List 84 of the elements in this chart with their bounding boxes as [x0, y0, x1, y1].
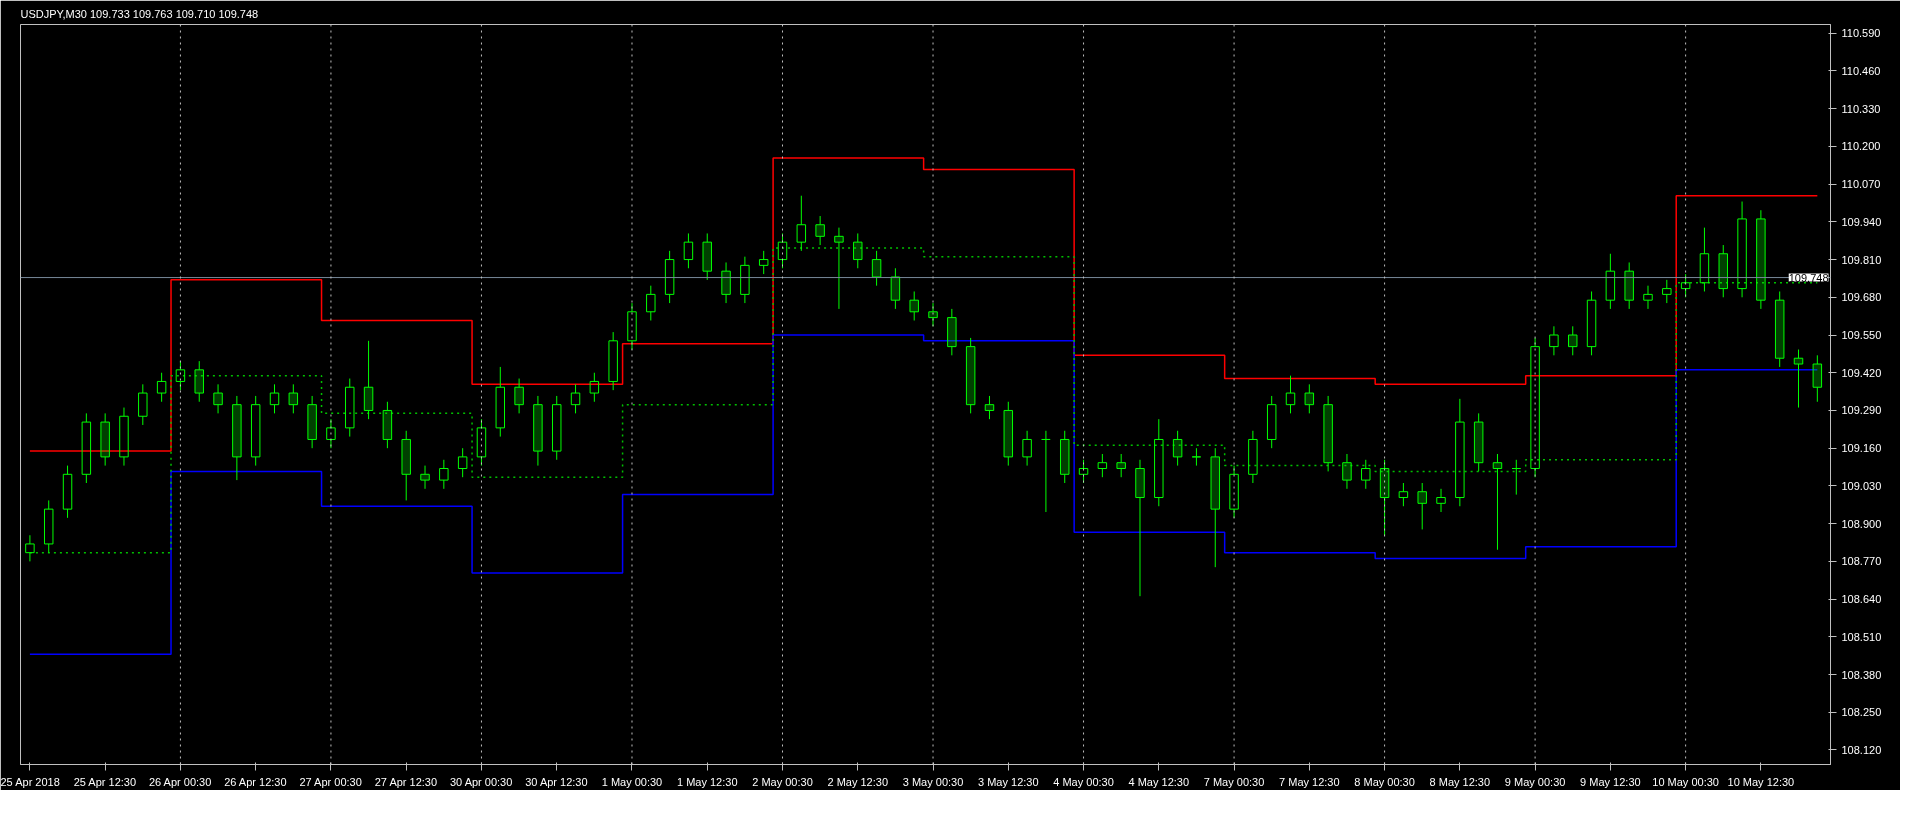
y-tick-label: 109.550	[1841, 329, 1882, 342]
y-tick-label: 108.250	[1841, 706, 1882, 719]
y-tick-label: 110.070	[1841, 178, 1881, 191]
candlestick	[1229, 465, 1239, 519]
candlestick	[984, 395, 995, 420]
candlestick	[928, 302, 938, 327]
y-tick-label: 109.030	[1841, 479, 1882, 492]
x-tick-label: 25 Apr 12:30	[73, 775, 137, 788]
x-tick-label: 30 Apr 00:30	[449, 775, 513, 788]
candlestick	[1436, 488, 1446, 513]
candlestick	[1210, 447, 1220, 568]
chart-title: USDJPY,M30 109.733 109.763 109.710 109.748	[20, 7, 259, 20]
x-tick-label: 27 Apr 12:30	[374, 775, 438, 788]
candlestick	[232, 395, 242, 481]
candlestick	[890, 267, 901, 310]
x-tick-label: 10 May 12:30	[1727, 775, 1795, 788]
candlestick	[194, 360, 204, 403]
y-tick-label: 110.590	[1841, 27, 1881, 40]
candlestick	[1248, 430, 1258, 484]
candlestick	[1417, 482, 1427, 530]
x-tick-label: 1 May 00:30	[601, 775, 663, 788]
x-tick-label: 2 May 00:30	[752, 775, 813, 788]
candlestick	[721, 261, 731, 304]
y-tick-label: 108.380	[1841, 668, 1882, 681]
candlestick	[213, 383, 223, 414]
ref-line-label: 109.748	[1788, 271, 1829, 284]
x-tick-label: 26 Apr 12:30	[224, 775, 287, 788]
x-tick-label: 10 May 00:30	[1652, 775, 1719, 788]
candlestick	[307, 395, 317, 449]
x-tick-label: 27 Apr 00:30	[299, 775, 362, 788]
candlestick	[1342, 453, 1352, 490]
y-tick-label: 108.770	[1841, 555, 1882, 568]
candlestick	[1135, 459, 1145, 597]
y-tick-label: 110.460	[1841, 64, 1881, 77]
x-tick-label: 25 Apr 2018	[0, 775, 60, 788]
x-tick-label: 9 May 00:30	[1504, 775, 1566, 788]
y-tick-label: 109.290	[1841, 404, 1882, 417]
x-tick-label: 4 May 00:30	[1053, 775, 1114, 788]
x-tick-label: 7 May 00:30	[1203, 775, 1265, 788]
x-tick-label: 30 Apr 12:30	[525, 775, 588, 788]
x-tick-label: 2 May 12:30	[827, 775, 889, 788]
candlestick	[326, 418, 336, 449]
x-tick-label: 8 May 00:30	[1354, 775, 1415, 788]
candlestick	[1756, 209, 1766, 310]
x-tick-label: 3 May 12:30	[978, 775, 1039, 788]
y-tick-label: 109.160	[1841, 442, 1882, 455]
candlestick	[119, 407, 129, 467]
y-tick-label: 110.200	[1841, 140, 1881, 153]
y-tick-label: 108.640	[1841, 593, 1882, 606]
candlestick	[1549, 325, 1559, 356]
candlestick	[1323, 395, 1333, 472]
x-tick-label: 4 May 12:30	[1128, 775, 1190, 788]
x-tick-label: 1 May 12:30	[676, 775, 738, 788]
candlestick	[100, 412, 110, 467]
candlestick	[1492, 453, 1503, 551]
candlestick	[1624, 261, 1634, 310]
candlestick	[815, 215, 825, 246]
x-tick-label: 26 Apr 00:30	[148, 775, 212, 788]
y-tick-label: 110.330	[1841, 102, 1881, 115]
y-tick-label: 108.120	[1841, 743, 1882, 756]
x-tick-label: 9 May 12:30	[1580, 775, 1641, 788]
candlestick	[363, 340, 374, 420]
candlestick	[627, 302, 637, 351]
candlestick	[1737, 201, 1747, 298]
candlestick	[514, 378, 524, 414]
x-tick-label: 3 May 00:30	[902, 775, 964, 788]
candlestick	[1812, 354, 1823, 403]
candlestick	[25, 534, 35, 562]
candlestick	[1643, 285, 1653, 310]
y-tick-label: 109.680	[1841, 291, 1882, 304]
candlestick	[1022, 430, 1032, 467]
y-tick-label: 108.900	[1841, 517, 1882, 530]
y-tick-label: 109.420	[1841, 366, 1882, 379]
y-tick-label: 108.510	[1841, 630, 1882, 643]
candlestick	[834, 227, 844, 310]
x-tick-label: 7 May 12:30	[1279, 775, 1340, 788]
x-tick-label: 8 May 12:30	[1429, 775, 1491, 788]
candlestick	[1774, 290, 1785, 368]
candlestick	[909, 290, 919, 321]
candlestick	[740, 256, 750, 304]
candlestick	[420, 465, 430, 490]
candlestick	[533, 395, 543, 467]
y-tick-label: 109.810	[1841, 253, 1882, 266]
y-tick-label: 109.940	[1841, 215, 1882, 228]
